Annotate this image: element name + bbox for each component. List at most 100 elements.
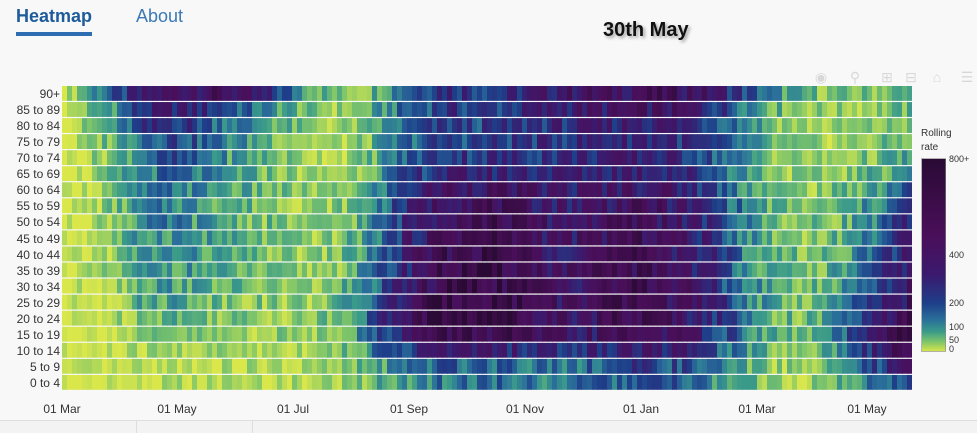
heatmap-cell [242,326,248,342]
heatmap-cell [162,102,168,117]
heatmap-cell [237,102,243,117]
heatmap-row[interactable] [62,86,912,101]
heatmap-row[interactable] [62,198,912,214]
heatmap-cell [187,326,193,342]
heatmap-cell [497,342,503,358]
heatmap-cell [707,182,713,198]
heatmap-row[interactable] [62,230,912,246]
heatmap-cell [537,182,543,198]
heatmap-row[interactable] [62,214,912,230]
heatmap-row[interactable] [62,278,912,294]
heatmap-cell [227,246,233,262]
colorbar-swatch [922,245,946,247]
tab-about[interactable]: About [136,6,184,26]
heatmap-cell [892,246,898,262]
heatmap-row[interactable] [62,374,912,390]
heatmap-cell [422,86,428,101]
heatmap-cell [267,166,273,182]
heatmap-cell [417,326,423,342]
heatmap-row[interactable] [62,342,912,358]
heatmap-cell [837,166,843,182]
heatmap-cell [527,230,533,246]
colorbar-swatch [922,162,946,164]
heatmap-cell [682,310,688,326]
heatmap-cell [852,230,858,246]
tab-heatmap[interactable]: Heatmap [16,6,93,36]
heatmap-cell [292,134,298,150]
heatmap-cell [887,230,893,246]
heatmap-cell [572,374,578,390]
heatmap-cell [422,342,428,358]
heatmap-cell [447,230,453,246]
heatmap-cell [487,150,493,166]
heatmap-cell [787,342,793,358]
heatmap-cell [197,182,203,198]
heatmap-cell [907,134,912,150]
heatmap-row[interactable] [62,246,912,262]
heatmap-plot[interactable] [62,86,912,391]
heatmap-cell [547,310,553,326]
heatmap-cell [757,374,763,390]
heatmap-row[interactable] [62,326,912,342]
heatmap-cell [272,310,278,326]
heatmap-row[interactable] [62,118,912,133]
heatmap-cell [112,86,118,101]
heatmap-cell [232,374,238,390]
heatmap-cell [167,310,173,326]
heatmap-cell [742,150,748,166]
heatmap-cell [322,358,328,374]
heatmap-cell [812,310,818,326]
heatmap-cell [422,374,428,390]
heatmap-row[interactable] [62,134,912,150]
colorbar-swatch [922,279,946,281]
heatmap-cell [717,118,723,133]
heatmap-cell [697,262,703,278]
heatmap-cell [752,278,758,294]
heatmap-row[interactable] [62,310,912,326]
camera-icon[interactable]: ◉ [814,69,828,85]
heatmap-cell [142,262,148,278]
heatmap-row[interactable] [62,150,912,166]
heatmap-row[interactable] [62,294,912,310]
heatmap-row[interactable] [62,262,912,278]
home-icon[interactable]: ⌂ [932,69,942,85]
heatmap-cell [337,150,343,166]
heatmap-cell [437,310,443,326]
heatmap-cell [172,326,178,342]
zoom-in-icon[interactable]: ⊞ [881,69,893,85]
heatmap-cell [472,166,478,182]
heatmap-cell [457,246,463,262]
spike-lines-icon[interactable]: ☰ [960,69,974,85]
zoom-icon[interactable]: ⚲ [849,69,861,85]
heatmap-cell [437,166,443,182]
heatmap-cell [777,374,783,390]
heatmap-row[interactable] [62,358,912,374]
heatmap-cell [417,86,423,101]
heatmap-cell [672,342,678,358]
heatmap-row[interactable] [62,166,912,182]
heatmap-cell [807,166,813,182]
heatmap-cell [777,150,783,166]
heatmap-cell [727,294,733,310]
heatmap-cell [352,102,358,117]
heatmap-cell [182,230,188,246]
heatmap-cell [767,358,773,374]
heatmap-cell [277,214,283,230]
heatmap-cell [337,342,343,358]
heatmap-cell [887,166,893,182]
heatmap-cell [722,246,728,262]
heatmap-cell [732,358,738,374]
heatmap-cell [827,86,833,101]
heatmap-cell [182,134,188,150]
heatmap-cell [692,358,698,374]
heatmap-cell [687,150,693,166]
heatmap-cell [862,230,868,246]
heatmap-row[interactable] [62,102,912,117]
colorbar-swatch [922,263,946,265]
heatmap-cell [487,374,493,390]
heatmap-cell [557,374,563,390]
colorbar-swatch [922,256,946,258]
heatmap-cell [312,118,318,133]
zoom-out-icon[interactable]: ⊟ [905,69,917,85]
heatmap-row[interactable] [62,182,912,198]
